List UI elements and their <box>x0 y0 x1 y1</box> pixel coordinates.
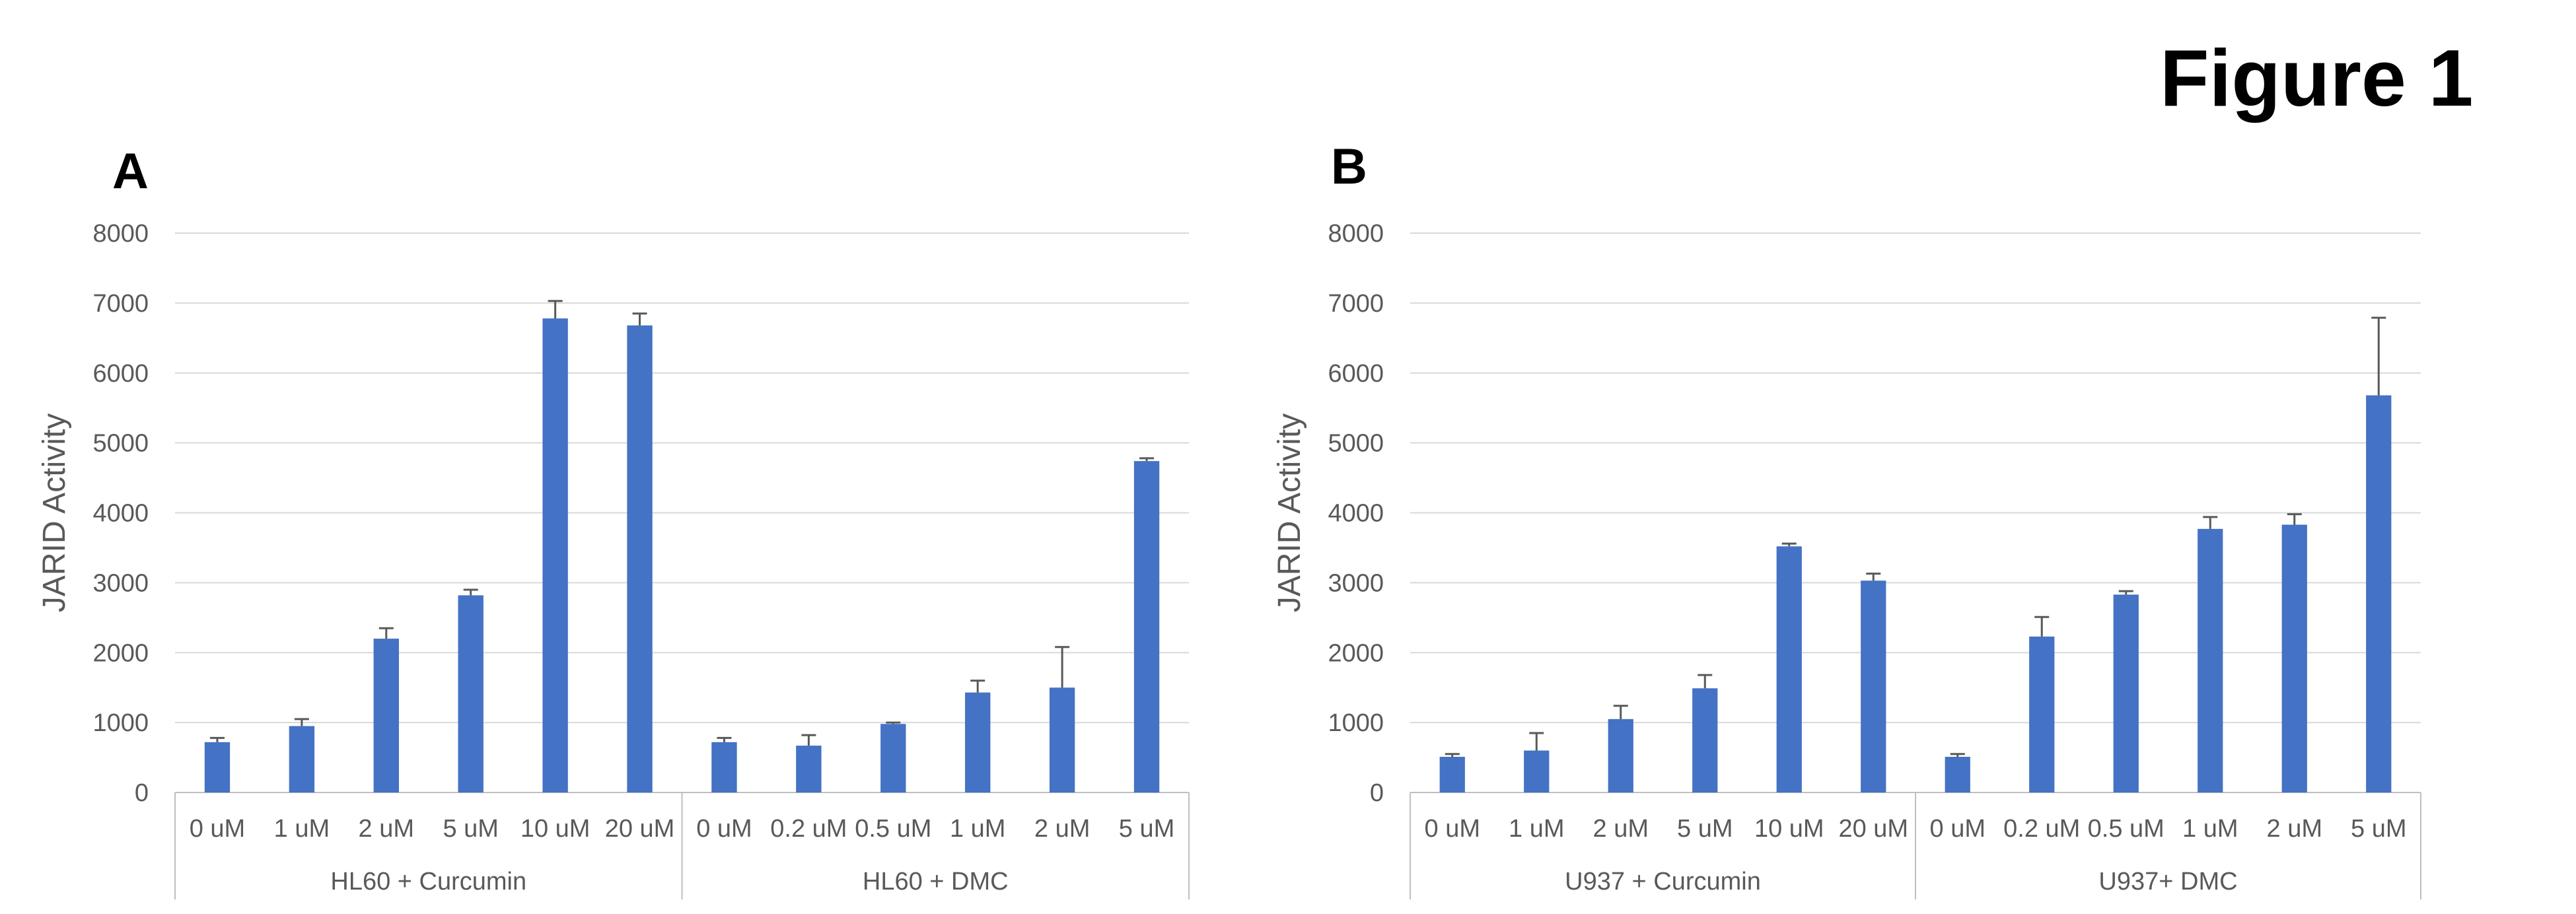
figure-title: Figure 1 <box>2160 33 2474 123</box>
x-tick-label: 5 uM <box>2351 815 2406 843</box>
x-tick-label: 1 uM <box>1509 815 1564 843</box>
y-tick-label: 8000 <box>1328 220 1384 248</box>
bar <box>373 639 399 792</box>
y-tick-label: 8000 <box>92 220 149 248</box>
x-tick-label: 5 uM <box>443 815 498 843</box>
bar <box>2113 594 2139 792</box>
x-tick-label: 5 uM <box>1677 815 1733 843</box>
x-tick-label: 20 uM <box>605 815 675 843</box>
y-tick-label: 3000 <box>1328 569 1384 597</box>
group-label: HL60 + DMC <box>863 868 1009 896</box>
bar <box>204 742 231 792</box>
bar <box>965 692 991 792</box>
y-tick-label: 5000 <box>92 430 149 458</box>
x-tick-label: 2 uM <box>1593 815 1649 843</box>
y-tick-label: 4000 <box>92 500 149 528</box>
y-axis-label: JARID Activity <box>1272 413 1307 612</box>
x-tick-label: 0 uM <box>190 815 245 843</box>
x-tick-label: 0 uM <box>696 815 752 843</box>
bar <box>2366 395 2392 792</box>
bar <box>880 724 906 792</box>
x-tick-label: 0 uM <box>1425 815 1480 843</box>
bar <box>796 746 822 792</box>
y-tick-label: 6000 <box>1328 360 1384 388</box>
y-tick-label: 6000 <box>92 360 149 388</box>
y-tick-label: 7000 <box>92 290 149 318</box>
bar <box>2029 636 2055 792</box>
x-tick-label: 2 uM <box>2267 815 2322 843</box>
group-label: U937 + Curcumin <box>1565 868 1761 896</box>
x-tick-label: 1 uM <box>2182 815 2238 843</box>
y-tick-label: 0 <box>135 779 149 807</box>
y-tick-label: 2000 <box>92 639 149 667</box>
x-tick-label: 5 uM <box>1119 815 1174 843</box>
bar <box>1776 546 1802 792</box>
y-tick-label: 3000 <box>92 569 149 597</box>
y-tick-label: 2000 <box>1328 639 1384 667</box>
bar <box>1049 687 1075 792</box>
bar <box>458 595 483 792</box>
bar <box>1945 757 1970 792</box>
bar <box>1861 580 1886 792</box>
bar <box>289 726 315 792</box>
panel-label: A <box>112 143 149 199</box>
x-tick-label: 10 uM <box>520 815 590 843</box>
y-axis-label: JARID Activity <box>37 413 72 612</box>
x-tick-label: 1 uM <box>950 815 1005 843</box>
bar <box>1439 757 1465 792</box>
bar <box>1608 719 1633 792</box>
bar <box>711 742 737 792</box>
bar <box>542 318 568 793</box>
y-tick-label: 1000 <box>1328 709 1384 737</box>
x-tick-label: 0.5 uM <box>2088 815 2165 843</box>
bar <box>2281 524 2307 792</box>
x-tick-label: 2 uM <box>1034 815 1090 843</box>
bar <box>627 325 653 792</box>
y-tick-label: 1000 <box>92 709 149 737</box>
x-tick-label: 2 uM <box>359 815 414 843</box>
x-tick-label: 1 uM <box>274 815 330 843</box>
y-tick-label: 4000 <box>1328 500 1384 528</box>
x-tick-label: 0.2 uM <box>2003 815 2080 843</box>
group-label: HL60 + Curcumin <box>330 868 526 896</box>
group-label: U937+ DMC <box>2098 868 2237 896</box>
y-tick-label: 7000 <box>1328 290 1384 318</box>
x-tick-label: 0 uM <box>1930 815 1986 843</box>
x-tick-label: 0.2 uM <box>770 815 847 843</box>
x-tick-label: 20 uM <box>1838 815 1908 843</box>
bar <box>1524 750 1550 792</box>
bar <box>2198 528 2223 792</box>
bar <box>1692 688 1718 792</box>
bar <box>1133 461 1160 792</box>
y-tick-label: 5000 <box>1328 430 1384 458</box>
x-tick-label: 0.5 uM <box>855 815 931 843</box>
x-tick-label: 10 uM <box>1754 815 1824 843</box>
panel-label: B <box>1331 139 1367 195</box>
y-tick-label: 0 <box>1370 779 1384 807</box>
